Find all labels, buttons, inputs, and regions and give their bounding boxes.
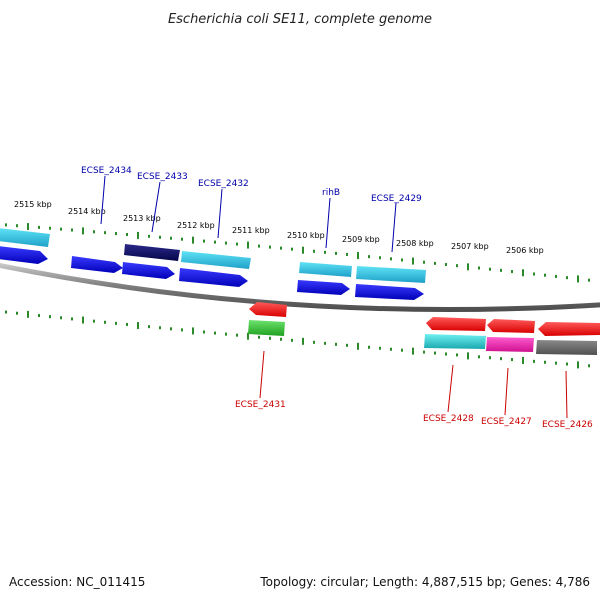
gene-label-ecse-2432[interactable]: ECSE_2432 <box>198 179 249 189</box>
inner-tick-row <box>5 310 590 369</box>
gene-arrow-ecse-2427[interactable] <box>487 319 535 333</box>
leader-line-ecse-2431 <box>259 350 265 399</box>
leader-line-ecse-2433 <box>151 181 161 233</box>
genome-stats-text: Topology: circular; Length: 4,887,515 bp… <box>259 575 590 589</box>
scale-label-2514: 2514 kbp <box>68 207 106 216</box>
gene-label-ecse-2433[interactable]: ECSE_2433 <box>137 172 188 182</box>
gene-label-ecse-2429[interactable]: ECSE_2429 <box>371 194 422 204</box>
gene-label-ecse-2428[interactable]: ECSE_2428 <box>423 414 474 424</box>
scale-label-2513: 2513 kbp <box>123 214 161 223</box>
leader-line-ecse-2427 <box>504 367 509 416</box>
gene-label-ecse-2431[interactable]: ECSE_2431 <box>235 400 286 410</box>
gene-label-ecse-2427[interactable]: ECSE_2427 <box>481 417 532 427</box>
gene-feature-cyan-edge[interactable] <box>0 228 50 247</box>
gene-arrow-ecse-2433-lower[interactable] <box>122 262 175 279</box>
leader-line-ecse-2432 <box>217 188 223 239</box>
scale-label-2508: 2508 kbp <box>396 239 434 248</box>
gene-arrow-ecse-2432-lower[interactable] <box>179 268 248 287</box>
scale-labels: 2515 kbp 2514 kbp 2513 kbp 2512 kbp 2511… <box>14 200 544 255</box>
scale-label-2511: 2511 kbp <box>232 226 270 235</box>
scale-label-2510: 2510 kbp <box>287 231 325 240</box>
leader-line-rihb <box>325 197 331 249</box>
scale-label-2512: 2512 kbp <box>177 221 215 230</box>
gene-feature-ecse-2432[interactable] <box>181 251 251 269</box>
accession-text: Accession: NC_011415 <box>9 575 145 589</box>
genome-backbone <box>0 262 600 312</box>
map-title: Escherichia coli SE11, complete genome <box>168 12 432 27</box>
gene-arrow-rihb-lower[interactable] <box>297 280 350 295</box>
gene-feature-ecse-2433[interactable] <box>124 244 180 261</box>
gene-feature-ecse-2427-magenta[interactable] <box>486 337 534 352</box>
scale-label-2509: 2509 kbp <box>342 235 380 244</box>
gene-labels: ECSE_2434 ECSE_2433 ECSE_2432 rihB ECSE_… <box>81 166 593 430</box>
gene-arrow-edge[interactable] <box>0 246 48 264</box>
gene-arrow-ecse-2431[interactable] <box>249 302 287 317</box>
gene-arrow-ecse-2434[interactable] <box>71 256 123 273</box>
reverse-features <box>248 302 600 355</box>
gene-feature-ecse-2429[interactable] <box>356 266 426 283</box>
scale-label-2507: 2507 kbp <box>451 242 489 251</box>
gene-label-rihb[interactable]: rihB <box>322 188 340 198</box>
gene-arrow-ecse-2429-lower[interactable] <box>355 284 424 300</box>
leader-line-ecse-2434 <box>100 175 106 225</box>
scale-label-2515: 2515 kbp <box>14 200 52 209</box>
leader-lines <box>100 175 568 419</box>
outer-tick-row <box>5 223 590 283</box>
forward-upper-features <box>0 228 426 283</box>
leader-line-ecse-2426 <box>565 370 568 419</box>
gene-feature-ecse-2431-green[interactable] <box>248 320 285 336</box>
forward-lower-features <box>0 246 424 300</box>
gene-label-ecse-2426[interactable]: ECSE_2426 <box>542 420 593 430</box>
leader-line-ecse-2429 <box>391 202 397 253</box>
gene-feature-ecse-2426-grey[interactable] <box>536 340 597 355</box>
gene-feature-ecse-2428-teal[interactable] <box>424 334 486 349</box>
gene-feature-rihb[interactable] <box>299 262 352 277</box>
gene-arrow-ecse-2426[interactable] <box>538 322 600 336</box>
leader-line-ecse-2428 <box>447 364 454 413</box>
gene-arrow-ecse-2428[interactable] <box>426 317 486 331</box>
gene-label-ecse-2434[interactable]: ECSE_2434 <box>81 166 132 176</box>
scale-label-2506: 2506 kbp <box>506 246 544 255</box>
